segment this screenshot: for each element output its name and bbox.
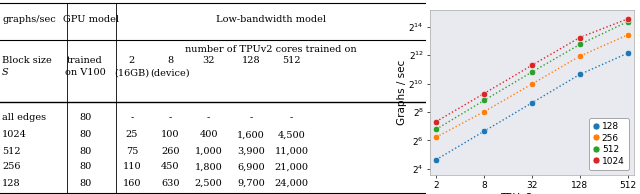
Text: 80: 80 (79, 179, 92, 188)
Point (479, 130, 489, 133)
Point (527, 70, 537, 74)
Text: 512: 512 (282, 56, 301, 65)
Point (575, 36, 585, 39)
Text: 1,800: 1,800 (195, 162, 223, 171)
Text: 6,900: 6,900 (237, 162, 265, 171)
Text: 2: 2 (129, 56, 135, 65)
Point (479, 99, 489, 102)
Text: 160: 160 (123, 179, 141, 188)
Point (431, 120, 441, 123)
Text: 128: 128 (242, 56, 260, 65)
Point (575, 73, 585, 76)
Text: graphs/sec: graphs/sec (2, 15, 56, 24)
Text: S: S (2, 68, 9, 77)
Y-axis label: Graphs / sec: Graphs / sec (397, 60, 407, 125)
Text: 21,000: 21,000 (275, 162, 308, 171)
X-axis label: TPUv2 cores: TPUv2 cores (500, 193, 564, 194)
Text: all edges: all edges (2, 113, 46, 122)
Point (575, 43, 585, 46)
Text: 1,000: 1,000 (195, 147, 223, 156)
Text: 32: 32 (202, 56, 215, 65)
Point (431, 158, 441, 161)
Text: Block size: Block size (2, 56, 52, 65)
Text: Low-bandwidth model: Low-bandwidth model (216, 15, 326, 24)
Text: -: - (290, 113, 293, 122)
Text: 25: 25 (125, 130, 138, 139)
Text: 630: 630 (161, 179, 179, 188)
Text: 80: 80 (79, 162, 92, 171)
Text: 75: 75 (125, 147, 138, 156)
Point (431, 136, 441, 139)
Point (527, 83, 537, 86)
Text: 3,900: 3,900 (237, 147, 265, 156)
Text: 2,500: 2,500 (195, 179, 223, 188)
Point (623, 20, 633, 23)
Point (575, 55, 585, 58)
Text: -: - (207, 113, 210, 122)
Text: (device): (device) (150, 68, 190, 77)
Point (479, 92, 489, 95)
Text: (16GB): (16GB) (115, 68, 150, 77)
Text: trained: trained (67, 56, 103, 65)
Text: 260: 260 (161, 147, 179, 156)
Text: 80: 80 (79, 130, 92, 139)
Text: on V100: on V100 (65, 68, 106, 77)
Text: 9,700: 9,700 (237, 179, 265, 188)
Text: GPU model: GPU model (63, 15, 119, 24)
Text: 80: 80 (79, 113, 92, 122)
Text: 128: 128 (2, 179, 20, 188)
Point (623, 33, 633, 36)
Text: 1,600: 1,600 (237, 130, 265, 139)
Text: -: - (250, 113, 253, 122)
Text: -: - (168, 113, 172, 122)
Text: -: - (131, 113, 134, 122)
Point (479, 110, 489, 113)
Text: 8: 8 (167, 56, 173, 65)
Point (527, 64, 537, 67)
Text: 4,500: 4,500 (278, 130, 305, 139)
Text: 400: 400 (199, 130, 218, 139)
Text: 450: 450 (161, 162, 179, 171)
Text: 24,000: 24,000 (275, 179, 308, 188)
Point (623, 52, 633, 55)
Text: 80: 80 (79, 147, 92, 156)
Text: 512: 512 (2, 147, 20, 156)
Text: 1024: 1024 (2, 130, 27, 139)
Text: 100: 100 (161, 130, 179, 139)
Legend: 128, 256, 512, 1024: 128, 256, 512, 1024 (589, 118, 629, 170)
Point (623, 17, 633, 21)
Text: 11,000: 11,000 (275, 147, 308, 156)
Text: 256: 256 (2, 162, 20, 171)
Point (431, 128, 441, 131)
Text: number of TPUv2 cores trained on: number of TPUv2 cores trained on (185, 45, 356, 54)
Text: 110: 110 (123, 162, 141, 171)
Point (527, 101, 537, 104)
